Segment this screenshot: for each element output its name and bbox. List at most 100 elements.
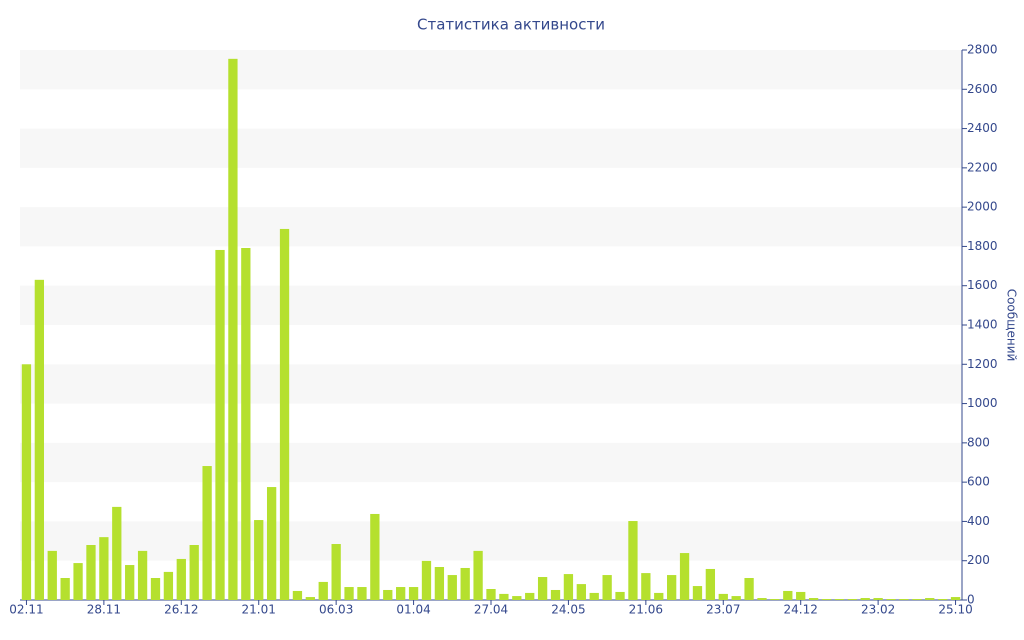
bar [447, 575, 457, 600]
x-tick-label: 28.11 [87, 603, 121, 617]
bar [47, 550, 57, 600]
bar [821, 599, 832, 600]
y-tick-label: 0 [967, 593, 975, 607]
bar [228, 58, 238, 600]
bar [331, 544, 341, 600]
y-tick-label: 1800 [967, 239, 998, 253]
bar [370, 513, 380, 600]
bar [473, 550, 483, 600]
bar [744, 578, 754, 600]
chart-title: Статистика активности [417, 16, 605, 34]
bar [925, 598, 935, 600]
bar [731, 596, 741, 600]
bar [537, 577, 548, 600]
bar [641, 573, 651, 600]
bar [692, 586, 703, 600]
bar [279, 228, 290, 601]
bar [834, 599, 845, 600]
bar [770, 599, 780, 600]
x-tick-label: 23.07 [706, 603, 740, 617]
grid-band [20, 521, 962, 561]
bar [150, 578, 161, 600]
bar [460, 567, 470, 600]
grid-band [20, 50, 962, 90]
bar [783, 590, 793, 600]
bar [241, 248, 251, 600]
bar [654, 592, 664, 600]
bar [937, 599, 948, 600]
y-tick-label: 2000 [967, 200, 998, 214]
bar [912, 599, 922, 600]
bar [899, 599, 909, 600]
y-tick-label: 2800 [967, 43, 998, 57]
bar [808, 598, 819, 600]
y-tick-label: 2400 [967, 121, 998, 135]
y-tick-label: 800 [967, 435, 990, 449]
x-tick-label: 21.01 [242, 603, 276, 617]
bar [112, 506, 122, 600]
x-tick-label: 27.04 [474, 603, 508, 617]
bar [679, 553, 690, 600]
bar [254, 520, 264, 600]
y-tick-label: 1000 [967, 396, 998, 410]
y-tick-label: 1400 [967, 318, 998, 332]
y-tick-label: 2600 [967, 82, 998, 96]
y-tick-label: 1600 [967, 278, 998, 292]
bar [615, 591, 625, 600]
bar [34, 279, 45, 600]
bar [873, 598, 883, 600]
x-tick-label: 26.12 [164, 603, 198, 617]
bar [589, 592, 599, 600]
bar [125, 565, 135, 600]
bar [357, 587, 367, 600]
bar [550, 589, 561, 600]
bar [305, 597, 315, 600]
grid-band [20, 128, 962, 168]
bar [757, 598, 767, 600]
grid-band [20, 442, 962, 483]
bar [344, 587, 354, 600]
bar [266, 487, 277, 600]
x-tick-label: 24.12 [784, 603, 818, 617]
grid-band [20, 364, 962, 404]
x-tick-label: 24.05 [551, 603, 585, 617]
bar [525, 592, 535, 600]
bar [499, 593, 509, 600]
y-tick-label: 200 [967, 553, 990, 567]
y-tick-label: 400 [967, 514, 990, 528]
y-tick-label: 1200 [967, 357, 998, 371]
bar [73, 563, 83, 600]
bar [860, 598, 870, 600]
bar [628, 521, 638, 600]
bar [21, 364, 32, 600]
bar [434, 567, 445, 600]
bar [950, 597, 961, 600]
bar [99, 537, 109, 600]
bar [86, 545, 96, 600]
bar [796, 591, 806, 600]
bar [383, 589, 393, 600]
grid-band [20, 207, 962, 247]
y-tick-label: 600 [967, 475, 990, 489]
bar [202, 466, 212, 600]
y-axis-label: Сообщений [1005, 289, 1019, 362]
bar [215, 249, 225, 600]
bar [486, 589, 496, 600]
grid-band [20, 285, 962, 325]
x-tick-label: 01.04 [396, 603, 430, 617]
bar [176, 558, 186, 600]
bar [576, 584, 586, 600]
bar [512, 596, 522, 600]
x-tick-label: 02.11 [9, 603, 43, 617]
x-tick-label: 21.06 [629, 603, 663, 617]
bar [408, 587, 419, 600]
bar [137, 550, 148, 600]
bar [421, 560, 432, 600]
y-tick-label: 2200 [967, 160, 998, 174]
x-tick-label: 23.02 [861, 603, 895, 617]
bar [718, 593, 728, 600]
bar [847, 599, 857, 600]
bar [318, 581, 328, 600]
x-tick-label: 25.10 [938, 603, 972, 617]
